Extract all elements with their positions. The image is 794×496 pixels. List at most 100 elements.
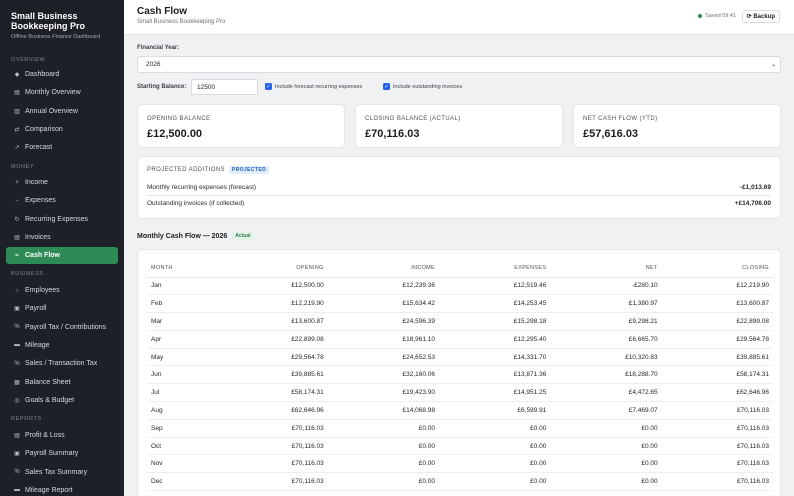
sidebar-item-label: Monthly Overview	[25, 89, 81, 97]
opening-balance-label: OPENING BALANCE	[147, 116, 211, 122]
monthly-cash-flow-table-card: MONTH OPENING INCOME EXPENSES NET CLOSING Jan…	[137, 249, 781, 496]
sidebar-item-sales-tax-summary[interactable]: % Sales Tax Summary	[6, 464, 118, 481]
financial-year-select[interactable]: 2026 ⌄	[137, 56, 781, 73]
sidebar-item-forecast[interactable]: ↗ Forecast	[6, 139, 118, 156]
projected-title-text: PROJECTED ADDITIONS	[147, 167, 225, 173]
table-row: Oct £70,116.03 £0.00 £0.00 £0.00 £70,116.03	[147, 437, 773, 456]
cell-opening: £13,600.87	[216, 312, 328, 331]
cell-month: Dec	[147, 472, 217, 492]
cell-closing: £70,116.03	[661, 454, 773, 474]
cell-opening: £62,646.96	[216, 401, 328, 420]
forecast-checkbox-row[interactable]: ✓ Include forecast recurring expenses	[265, 83, 362, 90]
sidebar-item-payroll-summary[interactable]: ▣ Payroll Summary	[6, 445, 118, 462]
nav-icon: +	[15, 179, 19, 186]
sidebar-item-label: Annual Overview	[25, 107, 78, 115]
nav-icon: ▥	[14, 108, 20, 115]
sidebar-item-profit-loss[interactable]: ▤ Profit & Loss	[6, 427, 118, 444]
cell-net: £0.00	[550, 437, 662, 456]
sidebar-item-label: Cash Flow	[25, 252, 61, 260]
table-row: Nov £70,116.03 £0.00 £0.00 £0.00 £70,116.03	[147, 454, 773, 474]
cell-opening: £39,885.61	[216, 365, 328, 385]
monthly-cash-flow-title: Monthly Cash Flow — 2026	[137, 232, 228, 240]
nav-icon: %	[14, 360, 20, 367]
sidebar-item-sales-transaction-tax[interactable]: % Sales / Transaction Tax	[6, 355, 118, 372]
cell-month: Aug	[147, 401, 217, 420]
sidebar-item-recurring-expenses[interactable]: ↻ Recurring Expenses	[6, 211, 118, 228]
nav-icon: ○	[15, 287, 19, 294]
table-row: Dec £70,116.03 £0.00 £0.00 £0.00 £70,116.03	[147, 472, 773, 492]
projected-row-amount: -£1,013.69	[739, 184, 771, 191]
nav-icon: ↻	[14, 216, 20, 223]
sidebar-item-label: Balance Sheet	[25, 378, 71, 386]
invoices-checkbox-row[interactable]: ✓ Include outstanding invoices	[383, 83, 462, 90]
cell-opening: £12,219.90	[216, 294, 328, 314]
cell-month: Jan	[147, 277, 217, 296]
sidebar-item-cash-flow[interactable]: ≈ Cash Flow	[6, 247, 118, 265]
sidebar-item-monthly-overview[interactable]: ▤ Monthly Overview	[6, 84, 118, 101]
table-row: Apr £22,899.08 £18,961.10 £12,295.40 £6,665.…	[147, 330, 773, 349]
cell-expenses: £15,298.18	[439, 312, 551, 331]
chevron-down-icon: ⌄	[770, 62, 776, 68]
cell-net: £0.00	[550, 419, 662, 438]
sidebar-item-mileage-report[interactable]: ▬ Mileage Report	[6, 482, 118, 496]
sidebar-item-invoices[interactable]: ▤ Invoices	[6, 229, 118, 246]
save-status: Saved 09:41	[698, 13, 736, 19]
cell-month: Jul	[147, 383, 217, 403]
sidebar-item-payroll[interactable]: ▣ Payroll	[6, 300, 118, 317]
sidebar-item-balance-sheet[interactable]: ▦ Balance Sheet	[6, 374, 118, 391]
sidebar-item-mileage[interactable]: ▬ Mileage	[6, 337, 118, 354]
cell-expenses: £0.00	[439, 419, 551, 438]
projected-row-label: Outstanding invoices (if collected)	[147, 200, 245, 207]
cell-opening: £58,174.31	[216, 383, 328, 403]
backup-button[interactable]: ⟳ Backup	[741, 10, 780, 23]
cell-month: Mar	[147, 312, 217, 331]
projected-row: Monthly recurring expenses (forecast) -£…	[147, 180, 771, 195]
brand-subtitle: Offline Business Finance Dashboard	[11, 34, 101, 40]
cell-net: £10,320.83	[550, 348, 662, 367]
cell-expenses: £0.00	[439, 437, 551, 456]
sidebar-item-expenses[interactable]: − Expenses	[6, 192, 118, 209]
sidebar-item-goals-budget[interactable]: ◎ Goals & Budget	[6, 392, 118, 409]
cell-closing: £70,116.03	[661, 401, 773, 420]
cell-month: Jun	[147, 365, 217, 385]
opening-balance-value: £12,500.00	[147, 128, 203, 140]
nav-icon: %	[14, 324, 20, 331]
page-header: Cash Flow Small Business Bookkeeping Pro…	[124, 0, 794, 35]
closing-balance-card: CLOSING BALANCE (ACTUAL) £70,116.03	[355, 104, 563, 148]
cell-expenses: £14,951.25	[439, 383, 551, 403]
sidebar-item-income[interactable]: + Income	[6, 174, 118, 191]
sidebar-item-label: Payroll	[25, 305, 47, 313]
cell-month: Oct	[147, 437, 217, 456]
starting-balance-input[interactable]: 12500	[191, 79, 258, 95]
invoices-checkbox[interactable]: ✓	[383, 83, 390, 90]
sidebar-item-dashboard[interactable]: ◆ Dashboard	[6, 66, 118, 83]
forecast-checkbox[interactable]: ✓	[265, 83, 272, 90]
starting-balance-label: Starting Balance:	[137, 84, 187, 90]
column-header-opening: OPENING	[216, 259, 328, 278]
sidebar-item-payroll-tax-contributions[interactable]: % Payroll Tax / Contributions	[6, 319, 118, 336]
sidebar-item-label: Payroll Tax / Contributions	[25, 323, 107, 331]
cell-closing: £62,646.96	[661, 383, 773, 403]
cell-month: Apr	[147, 330, 217, 349]
sidebar-item-comparison[interactable]: ⇄ Comparison	[6, 121, 118, 138]
section-label-overview: OVERVIEW	[11, 57, 46, 63]
net-cash-flow-label: NET CASH FLOW (YTD)	[583, 116, 658, 122]
table-row: Jan £12,500.00 £12,239.36 £12,519.46 -£280.1…	[147, 277, 773, 296]
divider	[147, 195, 771, 196]
sidebar-item-employees[interactable]: ○ Employees	[6, 282, 118, 299]
column-header-month: MONTH	[147, 259, 217, 278]
table-row: Jun £39,885.61 £32,160.06 £13,871.36 £18,288…	[147, 365, 773, 385]
projected-badge: PROJECTED	[228, 166, 270, 174]
cell-expenses: £0.00	[439, 472, 551, 492]
sidebar: Small Business Bookkeeping Pro Offline B…	[0, 0, 124, 496]
cell-expenses: £6,599.91	[439, 401, 551, 420]
sidebar-item-annual-overview[interactable]: ▥ Annual Overview	[6, 103, 118, 120]
status-dot-icon	[698, 14, 703, 18]
cell-closing: £13,600.87	[661, 294, 773, 314]
nav-icon: ▤	[14, 90, 20, 97]
cell-income: £18,961.10	[327, 330, 440, 349]
forecast-checkbox-label: Include forecast recurring expenses	[275, 83, 363, 90]
sidebar-item-label: Dashboard	[25, 71, 60, 78]
cell-expenses: £0.00	[439, 454, 551, 474]
actual-badge: Actual	[232, 232, 254, 240]
